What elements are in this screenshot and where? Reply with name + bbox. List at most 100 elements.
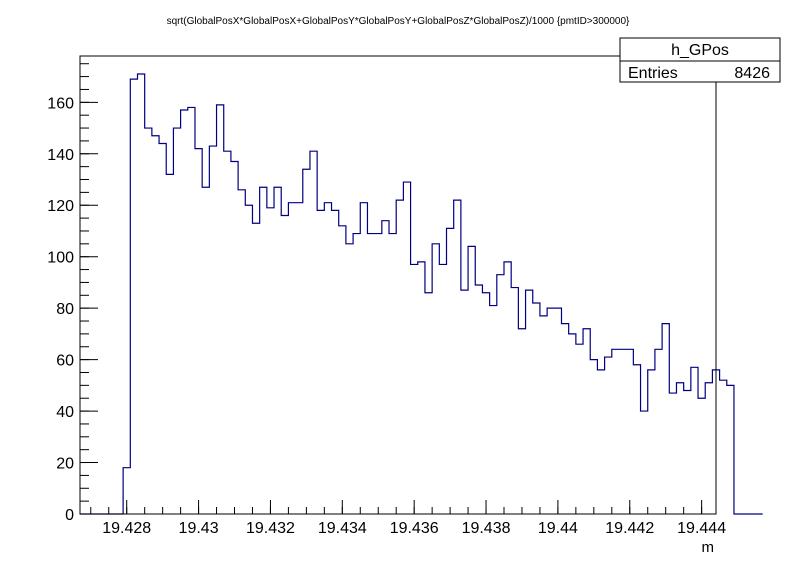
histogram-bin-78 [641,411,648,514]
histogram-bin-81 [662,324,669,514]
histogram-bin-18 [209,146,216,514]
histogram-bin-19 [217,105,224,514]
histogram-bin-74 [612,349,619,514]
histogram-bin-12 [166,174,173,514]
y-tick-label-7: 140 [47,147,74,164]
histogram-bin-15 [188,107,195,514]
histogram-bin-45 [403,182,410,514]
histogram-bin-46 [411,264,418,514]
histogram-bin-65 [547,308,554,514]
stats-box-name: h_GPos [671,42,729,59]
histogram-bin-72 [597,370,604,514]
y-tick-label-2: 40 [56,404,74,421]
histogram-bin-44 [396,200,403,514]
histogram-bin-14 [181,110,188,514]
histogram-bin-41 [375,234,382,514]
x-tick-label-7: 19.442 [605,520,654,537]
x-tick-label-2: 19.432 [246,520,295,537]
histogram-series [80,73,763,515]
histogram-bin-47 [418,262,425,514]
histogram-bin-63 [533,303,540,514]
stats-entries-value: 8426 [734,65,770,82]
histogram-bin-32 [310,151,317,514]
histogram-bin-43 [389,234,396,514]
histogram-bin-49 [432,244,439,514]
histogram-bin-67 [561,324,568,514]
histogram-bin-57 [490,306,497,514]
histogram-bin-13 [173,128,180,514]
histogram-bin-71 [590,360,597,514]
histogram-bin-7 [130,79,137,514]
histogram-bin-42 [382,221,389,514]
y-tick-label-3: 60 [56,353,74,370]
x-tick-label-1: 19.43 [179,520,219,537]
histogram-bin-40 [367,234,374,514]
x-tick-label-4: 19.436 [390,520,439,537]
x-tick-label-8: 19.444 [677,520,726,537]
stats-box: h_GPos Entries 8426 [619,37,781,83]
histogram-bin-84 [684,390,691,514]
histogram-bin-31 [303,169,310,514]
histogram-bin-35 [332,210,339,514]
histogram-bin-69 [576,344,583,514]
x-tick-label-0: 19.428 [102,520,151,537]
histogram-bin-61 [518,329,525,514]
y-tick-label-5: 100 [47,250,74,267]
histogram-bin-70 [583,329,590,514]
histogram-bin-23 [245,205,252,514]
histogram-bin-79 [648,370,655,514]
y-tick-label-6: 120 [47,198,74,215]
histogram-bin-9 [145,128,152,514]
histogram-bin-48 [425,293,432,514]
histogram-bin-55 [475,285,482,514]
histogram-bin-90 [727,385,734,514]
histogram-bin-33 [317,210,324,514]
histogram-bin-30 [296,203,303,514]
histogram-bin-36 [339,226,346,514]
histogram-bin-75 [619,349,626,514]
x-tick-label-3: 19.434 [318,520,367,537]
x-axis-label: m [702,539,715,556]
histogram-bin-38 [353,234,360,514]
plot-frame [79,55,717,515]
chart-title: sqrt(GlobalPosX*GlobalPosX+GlobalPosY*Gl… [167,16,630,27]
histogram-bin-82 [669,393,676,514]
histogram-bin-77 [633,365,640,514]
histogram-bin-68 [569,334,576,514]
histogram-bin-24 [252,223,259,514]
histogram-bin-37 [346,244,353,514]
histogram-bin-26 [267,208,274,514]
histogram-bin-10 [152,136,159,514]
histogram-bin-87 [705,383,712,514]
histogram-bin-86 [698,398,705,514]
y-tick-label-4: 80 [56,301,74,318]
histogram-bin-27 [274,187,281,514]
histogram-bin-8 [137,74,144,514]
histogram-bin-39 [360,203,367,514]
y-tick-label-1: 20 [56,456,74,473]
histogram-bin-34 [324,203,331,514]
histogram-bin-80 [655,349,662,514]
x-tick-label-6: 19.44 [538,520,578,537]
histogram-bin-21 [231,161,238,514]
axes: 19.428 19.43 19.432 19.434 19.436 19.438 19.44… [47,63,726,537]
histogram-bin-59 [504,262,511,514]
y-tick-label-0: 0 [65,507,74,524]
histogram-line [80,73,763,515]
histogram-bin-73 [605,357,612,514]
histogram-bin-51 [447,228,454,514]
histogram-bin-83 [676,383,683,514]
histogram-bin-53 [461,290,468,514]
histogram-bin-28 [281,216,288,514]
histogram-bin-89 [720,380,727,514]
histogram-bin-17 [202,187,209,514]
histogram-bin-56 [482,293,489,514]
histogram-bin-54 [468,246,475,514]
histogram-bin-62 [526,290,533,514]
histogram-bin-66 [554,308,561,514]
histogram-bin-50 [439,264,446,514]
histogram-bin-20 [224,151,231,514]
x-tick-label-5: 19.438 [462,520,511,537]
histogram-bin-29 [288,203,295,514]
